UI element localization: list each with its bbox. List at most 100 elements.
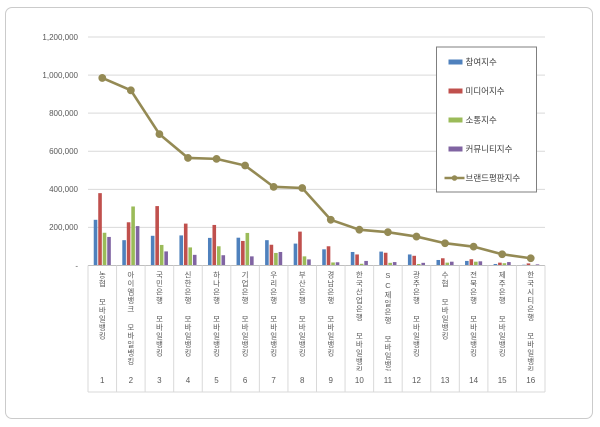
line-marker [384, 228, 392, 237]
bar-2 [241, 240, 245, 266]
line-marker [212, 154, 221, 163]
x-rank-label: 6 [243, 376, 248, 385]
bar-2 [326, 246, 331, 266]
x-rank-label: 2 [129, 376, 134, 385]
bar-4 [535, 264, 540, 266]
bar-4 [335, 262, 340, 266]
bar-4 [107, 236, 111, 266]
legend-item-label: 미디어지수 [466, 86, 505, 96]
bar-4 [449, 261, 454, 266]
bar-2 [98, 193, 102, 266]
line-marker [412, 232, 421, 241]
bar-1 [465, 260, 469, 266]
bar-3 [216, 246, 221, 266]
legend-item-label: 참여지수 [466, 57, 497, 67]
bar-3 [331, 262, 335, 266]
bar-3 [274, 252, 278, 266]
bar-3 [102, 232, 107, 266]
bar-1 [207, 237, 212, 266]
x-category-label: 수협 모바일뱅킹 [440, 271, 450, 341]
x-category-label: 제주은행 모바일뱅킹 [497, 271, 507, 358]
bar-1 [93, 219, 98, 266]
x-rank-label: 5 [214, 376, 219, 385]
x-category-label: SC제일은행 모바일뱅킹 [383, 271, 393, 371]
y-tick-label: - [75, 261, 78, 270]
x-category-label: 광주은행 모바일뱅킹 [411, 271, 421, 358]
bar-1 [493, 263, 498, 266]
bar-1 [407, 254, 412, 266]
bar-4 [507, 262, 511, 266]
bar-3 [474, 261, 478, 266]
line-marker [269, 182, 278, 191]
bar-2 [298, 231, 302, 266]
line-marker [469, 242, 478, 251]
line-marker [184, 154, 192, 162]
bar-2 [440, 258, 445, 266]
bar-4 [164, 251, 168, 266]
bar-1 [236, 237, 241, 266]
legend-swatch-bar [448, 88, 463, 94]
bar-2 [355, 254, 359, 266]
bar-1 [322, 249, 326, 266]
bar-3 [188, 247, 193, 266]
bar-2 [212, 224, 217, 266]
x-category-label: 한국시티은행 모바일뱅킹 [526, 271, 536, 371]
bar-3 [445, 262, 450, 266]
x-category-label: 농협 모바일뱅킹 [97, 271, 107, 341]
bar-1 [265, 240, 269, 266]
bar-1 [122, 240, 126, 266]
line-marker [526, 254, 535, 263]
bar-3 [388, 262, 392, 266]
bar-2 [498, 262, 502, 266]
bar-1 [179, 235, 184, 266]
bar-4 [421, 262, 426, 266]
x-category-label: 하나은행 모바일뱅킹 [212, 271, 222, 358]
y-tick-label: 1,000,000 [42, 71, 78, 80]
x-category-label: 기업은행 모바일뱅킹 [240, 271, 250, 358]
bar-2 [183, 223, 188, 266]
line-marker [126, 86, 135, 95]
legend-swatch-bar [448, 117, 463, 123]
bar-1 [379, 251, 383, 266]
line-marker [98, 74, 107, 82]
x-rank-label: 14 [469, 376, 478, 385]
bar-2 [383, 252, 388, 266]
bar-4 [307, 259, 311, 266]
x-rank-label: 8 [300, 376, 305, 385]
x-rank-label: 15 [498, 376, 507, 385]
bar-4 [192, 254, 197, 266]
x-rank-label: 11 [384, 376, 393, 385]
bar-3 [416, 263, 421, 266]
x-category-label: 신한은행 모바일뱅킹 [183, 271, 193, 358]
bar-4 [135, 226, 140, 266]
y-tick-label: 800,000 [49, 109, 78, 118]
line-marker [298, 184, 307, 192]
legend-swatch-marker [451, 175, 458, 181]
bar-4 [278, 251, 283, 266]
bar-3 [302, 256, 307, 266]
x-category-label: 경남은행 모바일뱅킹 [326, 271, 336, 358]
x-rank-label: 12 [412, 376, 421, 385]
bar-4 [364, 260, 368, 266]
bar-3 [245, 232, 250, 266]
x-rank-label: 4 [186, 376, 191, 385]
bar-1 [350, 251, 355, 266]
x-category-label: 국민은행 모바일뱅킹 [154, 271, 164, 358]
x-rank-label: 7 [271, 376, 276, 385]
legend-swatch-bar [448, 146, 463, 152]
legend-swatch-bar [448, 59, 463, 65]
legend-item-label: 커뮤니티지수 [466, 144, 513, 154]
x-rank-label: 3 [157, 376, 162, 385]
bar-4 [250, 256, 254, 266]
bar-2 [269, 244, 274, 266]
line-marker [326, 215, 335, 224]
bar-4 [392, 262, 397, 266]
x-category-label: 우리은행 모바일뱅킹 [269, 271, 279, 358]
line-marker [155, 130, 164, 139]
bar-3 [359, 263, 364, 266]
bar-3 [502, 263, 507, 266]
x-rank-label: 13 [441, 376, 450, 385]
bar-1 [436, 259, 441, 266]
x-category-label: 한국산업은행 모바일뱅킹 [354, 271, 364, 371]
